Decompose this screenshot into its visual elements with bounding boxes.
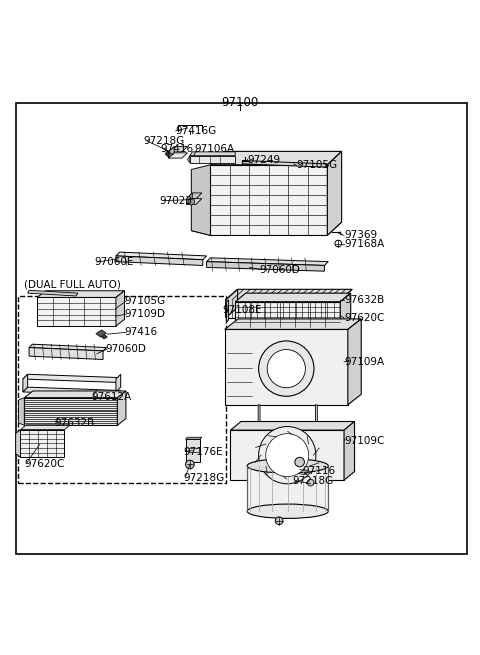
Text: 97416G: 97416G: [176, 126, 217, 136]
Text: (DUAL FULL AUTO): (DUAL FULL AUTO): [24, 280, 121, 290]
Text: 97023: 97023: [160, 196, 193, 206]
Text: 97249: 97249: [248, 155, 281, 164]
Polygon shape: [188, 156, 190, 163]
Polygon shape: [230, 422, 355, 430]
Polygon shape: [225, 329, 348, 405]
Circle shape: [186, 460, 194, 469]
Polygon shape: [116, 252, 206, 260]
Text: 97105G: 97105G: [296, 160, 337, 170]
Polygon shape: [37, 291, 124, 297]
Polygon shape: [116, 256, 203, 265]
Polygon shape: [210, 151, 342, 165]
Polygon shape: [96, 330, 107, 337]
Polygon shape: [28, 290, 78, 296]
Polygon shape: [168, 153, 188, 158]
Polygon shape: [187, 193, 202, 198]
Polygon shape: [29, 345, 107, 351]
Polygon shape: [235, 302, 340, 327]
Text: 97620C: 97620C: [24, 458, 65, 468]
Text: 97218G: 97218G: [292, 476, 334, 486]
Polygon shape: [258, 405, 260, 428]
Polygon shape: [187, 198, 202, 204]
Circle shape: [307, 479, 314, 486]
Polygon shape: [192, 222, 342, 235]
Polygon shape: [327, 151, 342, 235]
Polygon shape: [242, 160, 326, 167]
Polygon shape: [344, 422, 355, 480]
Bar: [18, 297, 226, 483]
Text: 97416: 97416: [124, 328, 157, 337]
Polygon shape: [226, 300, 340, 318]
Polygon shape: [190, 156, 235, 163]
Polygon shape: [23, 374, 120, 383]
Circle shape: [188, 198, 195, 205]
Circle shape: [266, 434, 309, 477]
Polygon shape: [247, 466, 328, 512]
Polygon shape: [116, 291, 124, 326]
Text: 97416: 97416: [160, 144, 193, 154]
Text: 97218G: 97218G: [184, 473, 225, 483]
Polygon shape: [29, 348, 103, 360]
Text: 97109D: 97109D: [124, 309, 166, 319]
Text: 97100: 97100: [221, 96, 259, 109]
Circle shape: [259, 426, 316, 484]
Text: 97109A: 97109A: [344, 357, 384, 367]
Text: 97218G: 97218G: [144, 136, 185, 146]
Polygon shape: [210, 165, 327, 235]
Ellipse shape: [247, 458, 328, 473]
Polygon shape: [116, 374, 120, 392]
Polygon shape: [165, 151, 170, 157]
Polygon shape: [168, 147, 174, 158]
Polygon shape: [24, 391, 126, 398]
Polygon shape: [340, 293, 351, 327]
Circle shape: [259, 341, 314, 396]
Polygon shape: [37, 297, 116, 326]
Text: 97176E: 97176E: [184, 447, 223, 457]
Text: 97060D: 97060D: [106, 344, 146, 354]
Polygon shape: [348, 319, 361, 405]
Polygon shape: [21, 425, 70, 430]
Text: 97612A: 97612A: [91, 392, 132, 402]
Polygon shape: [186, 438, 202, 439]
Polygon shape: [19, 398, 24, 425]
Text: 97109C: 97109C: [344, 436, 384, 445]
Polygon shape: [227, 300, 228, 322]
Polygon shape: [315, 405, 317, 428]
Polygon shape: [192, 165, 210, 235]
Polygon shape: [102, 335, 108, 339]
Polygon shape: [206, 258, 328, 265]
Text: 97106A: 97106A: [194, 144, 234, 154]
Text: 97620C: 97620C: [344, 313, 384, 323]
Polygon shape: [21, 430, 64, 457]
Polygon shape: [226, 290, 238, 318]
Circle shape: [335, 240, 342, 247]
Polygon shape: [225, 319, 361, 329]
Text: 97632B: 97632B: [344, 295, 384, 305]
Polygon shape: [187, 193, 192, 204]
Polygon shape: [235, 293, 351, 302]
Text: 97632B: 97632B: [54, 418, 94, 428]
Polygon shape: [117, 391, 126, 425]
Polygon shape: [206, 261, 324, 271]
Text: 97060D: 97060D: [259, 265, 300, 274]
Text: 97116: 97116: [302, 466, 335, 476]
Polygon shape: [190, 152, 235, 156]
Bar: [186, 439, 200, 462]
Polygon shape: [226, 290, 352, 300]
Polygon shape: [24, 398, 117, 425]
Text: 97105G: 97105G: [124, 296, 166, 306]
Text: 97369: 97369: [344, 231, 377, 240]
Text: 97060E: 97060E: [95, 257, 134, 267]
Polygon shape: [230, 430, 344, 480]
Circle shape: [276, 517, 283, 525]
Polygon shape: [23, 387, 120, 395]
Circle shape: [295, 457, 304, 467]
Polygon shape: [23, 374, 28, 392]
Circle shape: [267, 350, 305, 388]
Polygon shape: [168, 147, 188, 152]
Text: 97108E: 97108E: [223, 305, 263, 315]
Polygon shape: [16, 430, 21, 457]
Ellipse shape: [247, 504, 328, 518]
Text: 97168A: 97168A: [344, 238, 384, 248]
